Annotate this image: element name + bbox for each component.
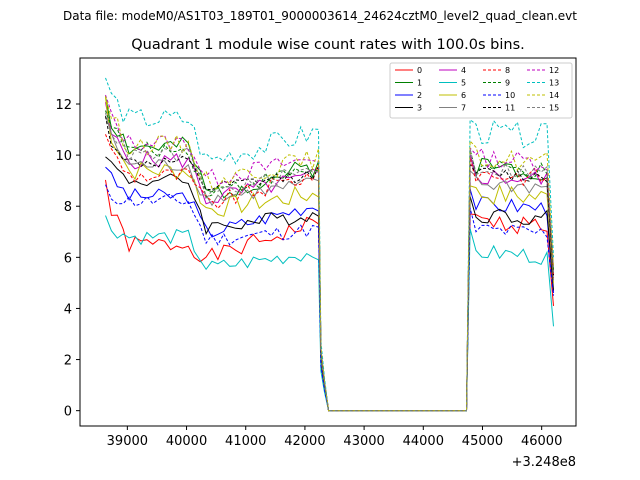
series-line-3	[105, 156, 554, 412]
x-tick-label: 43000	[343, 434, 384, 449]
y-tick-label: 0	[64, 405, 72, 420]
x-tick-label: 41000	[225, 434, 266, 449]
legend-label-2: 2	[417, 91, 422, 100]
x-offset-label: +3.248e8	[512, 455, 576, 470]
legend-label-14: 14	[549, 91, 559, 100]
y-tick-label: 10	[55, 149, 72, 164]
plot-frame	[79, 57, 577, 427]
series-line-2	[105, 166, 554, 412]
legend-label-13: 13	[549, 79, 559, 88]
legend-label-12: 12	[549, 66, 559, 75]
series-line-7	[105, 115, 554, 412]
chart-title: Quadrant 1 module wise count rates with …	[131, 37, 525, 53]
x-tick-label: 46000	[521, 434, 562, 449]
legend-label-5: 5	[461, 79, 466, 88]
series-line-4	[105, 102, 554, 412]
series-line-8	[105, 134, 554, 412]
legend-label-4: 4	[461, 66, 466, 75]
series-line-14	[105, 96, 554, 412]
legend-box	[389, 62, 573, 119]
y-tick-label: 4	[64, 302, 72, 317]
x-tick-label: 42000	[284, 434, 325, 449]
series-line-15	[105, 112, 554, 412]
series-line-9	[105, 110, 554, 412]
chart-suptitle: Data file: modeM0/AS1T03_189T01_90000036…	[63, 9, 577, 23]
series-line-5	[105, 215, 554, 412]
x-tick-label: 45000	[462, 434, 503, 449]
series-line-0	[105, 179, 554, 412]
y-tick-label: 2	[64, 354, 72, 369]
series-line-11	[105, 116, 554, 412]
legend-label-15: 15	[549, 104, 559, 113]
legend-label-10: 10	[505, 91, 515, 100]
x-tick-label: 40000	[166, 434, 207, 449]
legend-label-7: 7	[461, 104, 466, 113]
series-line-13	[105, 77, 554, 412]
series-lines	[105, 77, 554, 412]
y-tick-label: 8	[64, 200, 72, 215]
legend-label-11: 11	[505, 104, 515, 113]
y-tick-label: 12	[55, 98, 72, 113]
legend-label-9: 9	[505, 79, 510, 88]
legend-label-6: 6	[461, 91, 466, 100]
x-tick-label: 39000	[107, 434, 148, 449]
x-tick-label: 44000	[403, 434, 444, 449]
legend-label-8: 8	[505, 66, 510, 75]
legend-label-0: 0	[417, 66, 422, 75]
y-tick-label: 6	[64, 251, 72, 266]
series-line-12	[105, 94, 554, 412]
legend-label-1: 1	[417, 79, 422, 88]
x-axis: 39000 40000 41000 42000 43000 44000 45000 46000	[107, 426, 562, 449]
y-axis: 0 2 4 6 8 10 12	[55, 98, 80, 420]
legend-label-3: 3	[417, 104, 422, 113]
